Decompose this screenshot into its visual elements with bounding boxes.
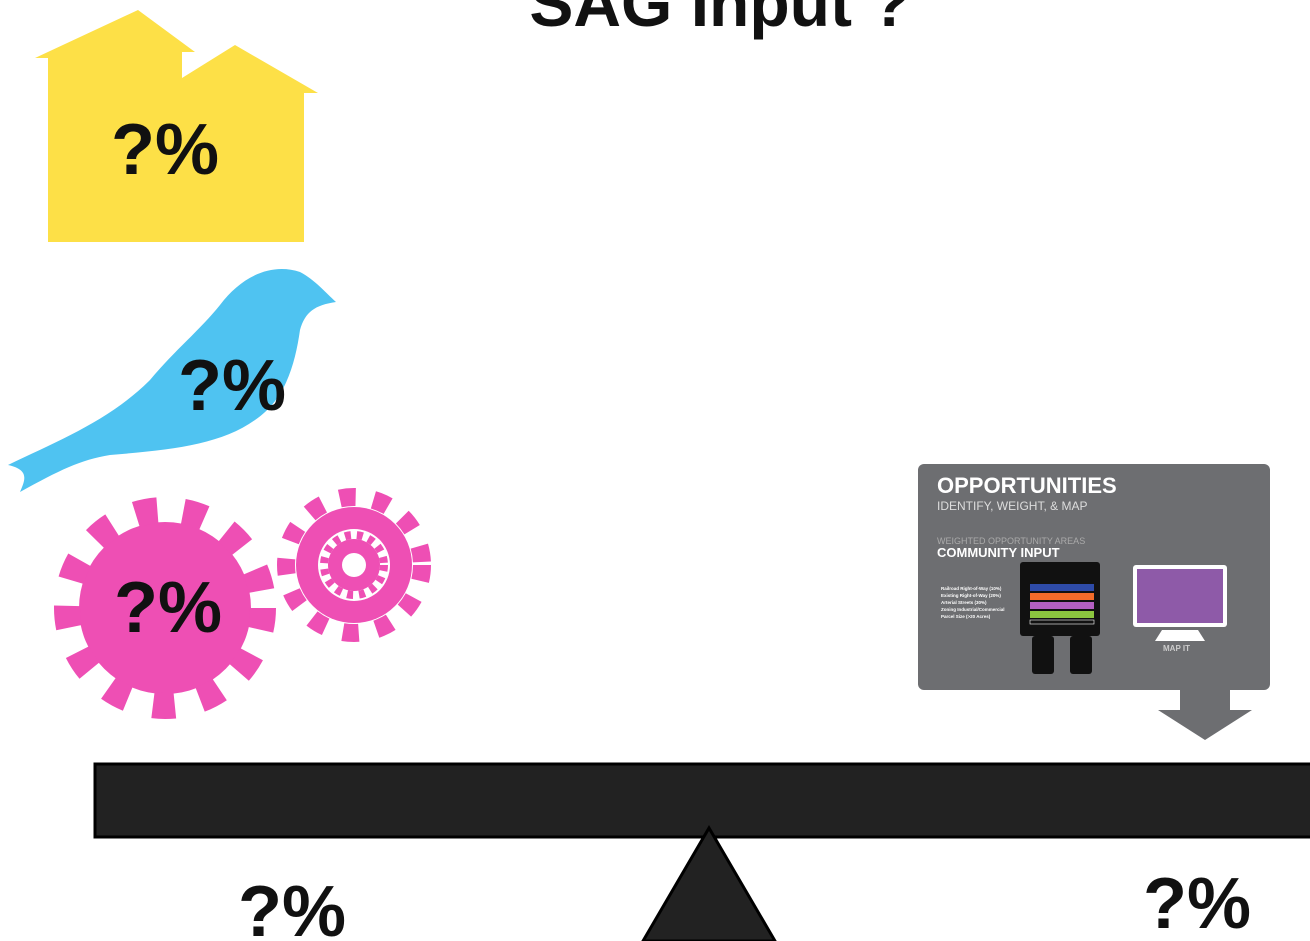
left-label: ?% [238,872,346,941]
fulcrum [641,825,777,941]
layer: Existing Right-of-Way (20%) [941,593,1001,598]
panel-heading: OPPORTUNITIES [937,473,1117,498]
layer: Zoning Industrial/Commercial [941,607,1005,612]
layer: Railroad Right-of-Way (10%) [941,586,1002,591]
gears-label: ?% [114,568,222,648]
layer: Arterial Streets (30%) [941,600,987,605]
layer: Parcel Size (>20 Acres) [941,614,991,619]
right-label: ?% [1143,864,1251,941]
section-caption: WEIGHTED OPPORTUNITY AREAS [937,536,1085,546]
seesaw-beam [93,762,1310,839]
map-label: MAP IT [1163,644,1190,653]
section-title: COMMUNITY INPUT [937,545,1060,560]
gears-icon [54,488,431,719]
house-icon [35,10,318,242]
opportunities-panel: OPPORTUNITIES IDENTIFY, WEIGHT, & MAP WE… [918,464,1270,740]
bird-icon [8,268,336,492]
house-label: ?% [111,110,219,190]
bird-label: ?% [178,346,286,426]
panel-subheading: IDENTIFY, WEIGHT, & MAP [937,499,1087,513]
title: SAG Input ? [529,0,910,40]
